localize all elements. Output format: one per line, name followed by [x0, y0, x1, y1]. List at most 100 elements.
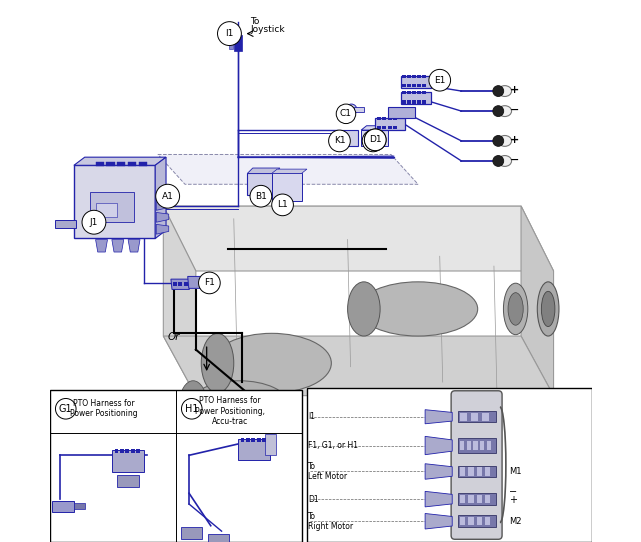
Text: I1: I1	[225, 29, 233, 38]
Polygon shape	[425, 492, 452, 507]
Text: Joystick: Joystick	[250, 25, 285, 34]
Circle shape	[337, 104, 356, 124]
Bar	[403, 100, 406, 104]
Bar	[128, 162, 137, 166]
Circle shape	[329, 130, 351, 152]
Bar	[477, 517, 482, 525]
Circle shape	[181, 398, 202, 419]
Bar	[178, 282, 182, 286]
Bar	[473, 441, 478, 450]
Polygon shape	[521, 206, 554, 396]
Ellipse shape	[498, 156, 512, 166]
Bar	[361, 130, 388, 146]
Circle shape	[364, 129, 386, 151]
Polygon shape	[425, 410, 452, 424]
Bar	[477, 495, 482, 504]
Circle shape	[250, 185, 272, 207]
Bar	[52, 501, 74, 512]
Bar	[422, 100, 426, 104]
Polygon shape	[163, 206, 196, 396]
Bar	[112, 450, 144, 472]
Bar	[468, 517, 474, 525]
Ellipse shape	[201, 333, 234, 393]
Ellipse shape	[508, 293, 523, 325]
Bar	[477, 467, 482, 476]
Ellipse shape	[347, 282, 380, 336]
Circle shape	[156, 184, 179, 208]
Bar	[246, 438, 250, 442]
Bar	[482, 413, 490, 421]
Bar	[460, 467, 465, 476]
Text: J1: J1	[90, 218, 98, 227]
Circle shape	[429, 69, 451, 91]
Bar	[412, 75, 416, 78]
Bar	[131, 449, 135, 453]
Polygon shape	[163, 206, 554, 271]
Bar	[265, 434, 276, 455]
Bar	[272, 173, 301, 201]
Ellipse shape	[266, 436, 274, 453]
FancyBboxPatch shape	[451, 391, 502, 539]
Bar	[382, 117, 386, 120]
Text: H1: H1	[185, 404, 199, 414]
Text: D1: D1	[369, 136, 381, 144]
Bar	[480, 441, 485, 450]
Polygon shape	[55, 220, 76, 228]
Polygon shape	[163, 336, 554, 396]
Text: I1: I1	[308, 412, 315, 421]
Circle shape	[346, 104, 357, 115]
Text: PTO Harness for
Power Positioning,
Accu-trac: PTO Harness for Power Positioning, Accu-…	[195, 396, 265, 426]
Bar	[422, 75, 426, 78]
Bar	[458, 515, 495, 527]
Bar	[407, 75, 411, 78]
Text: −: −	[509, 487, 517, 497]
Text: B1: B1	[255, 192, 267, 201]
Bar	[458, 493, 495, 505]
Bar	[377, 126, 381, 129]
Polygon shape	[247, 173, 274, 195]
Bar	[460, 413, 467, 421]
Bar	[417, 91, 420, 94]
Bar	[422, 84, 426, 87]
Text: M2: M2	[509, 517, 522, 526]
Bar	[106, 162, 115, 166]
Polygon shape	[155, 157, 166, 238]
Text: PTO Harness for
Power Positioning: PTO Harness for Power Positioning	[70, 399, 138, 418]
Text: K1: K1	[334, 137, 345, 145]
Bar	[257, 438, 261, 442]
Text: D1: D1	[308, 495, 319, 504]
Bar	[412, 84, 416, 87]
Text: A1: A1	[162, 192, 174, 201]
Bar	[460, 495, 465, 504]
Ellipse shape	[179, 380, 206, 427]
Bar	[117, 475, 139, 487]
Bar	[467, 441, 471, 450]
Text: +: +	[510, 85, 519, 95]
Text: L1: L1	[277, 201, 288, 209]
Bar	[184, 282, 188, 286]
Text: C1: C1	[340, 109, 352, 118]
Bar	[262, 438, 266, 442]
Bar	[240, 438, 244, 442]
Bar	[458, 438, 495, 453]
Bar	[393, 126, 397, 129]
Text: D1: D1	[369, 136, 381, 144]
Polygon shape	[96, 240, 108, 252]
Polygon shape	[171, 279, 190, 289]
Polygon shape	[272, 169, 307, 173]
Bar	[401, 92, 431, 104]
Bar	[412, 100, 416, 104]
Bar	[49, 390, 301, 542]
Bar	[251, 438, 255, 442]
Bar	[485, 495, 490, 504]
Bar	[485, 467, 490, 476]
Ellipse shape	[542, 292, 555, 326]
Bar	[412, 91, 416, 94]
Circle shape	[217, 22, 242, 46]
Text: To: To	[250, 17, 260, 26]
Bar	[96, 203, 117, 217]
Polygon shape	[74, 157, 166, 165]
Bar	[407, 91, 411, 94]
Polygon shape	[361, 126, 394, 130]
Bar	[485, 517, 490, 525]
